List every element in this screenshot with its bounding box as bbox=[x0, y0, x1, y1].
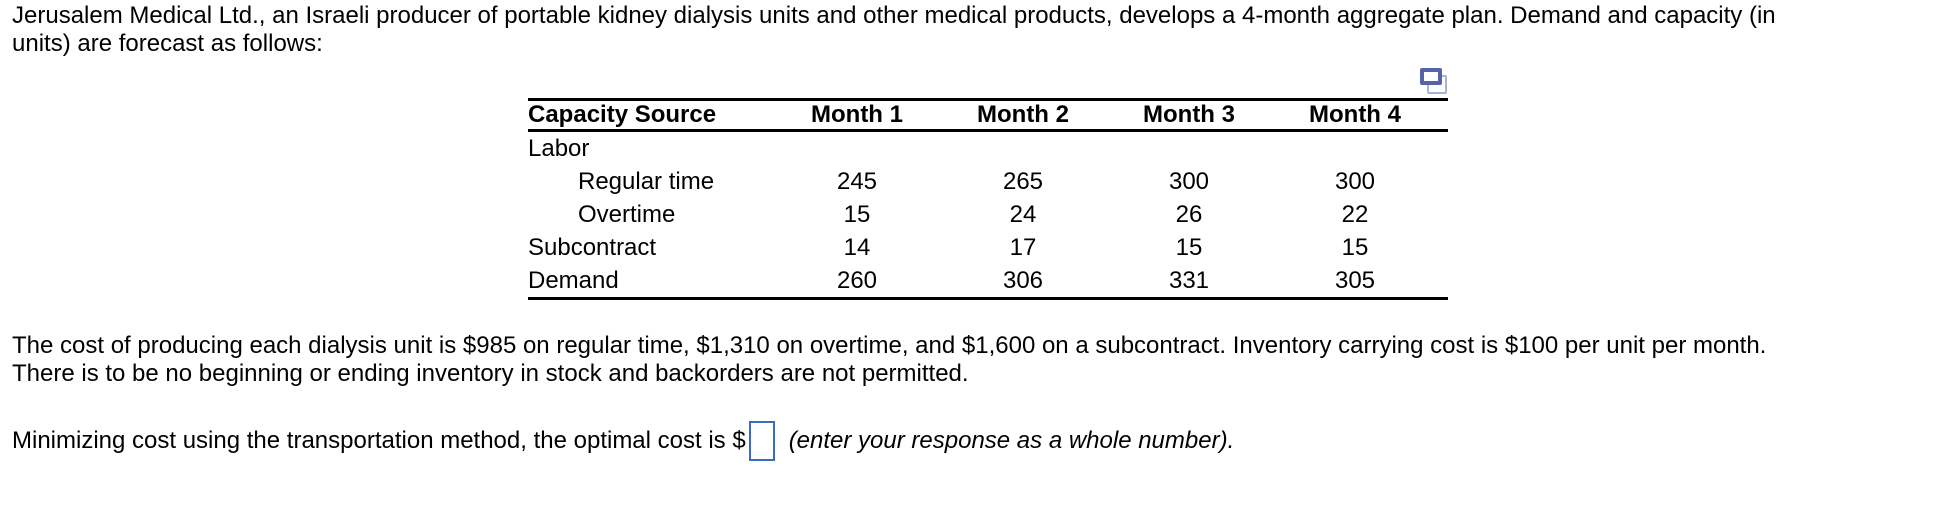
cell-value: 24 bbox=[1009, 200, 1037, 228]
cell-value: 300 bbox=[1168, 167, 1210, 195]
cell-value: 15 bbox=[843, 200, 871, 228]
cell-value: 26 bbox=[1175, 200, 1203, 228]
cost-line-2: There is to be no beginning or ending in… bbox=[12, 360, 969, 387]
copy-table-icon[interactable] bbox=[1419, 66, 1451, 96]
copy-icon-front-inner bbox=[1424, 72, 1438, 81]
cell-value: 15 bbox=[1175, 233, 1203, 261]
row-label: Demand bbox=[528, 266, 619, 294]
answer-line: Minimizing cost using the transportation… bbox=[12, 421, 1234, 461]
copy-icon-front-rect bbox=[1420, 68, 1442, 85]
table-row-regular-time: Regular time 245 265 300 300 bbox=[528, 165, 1448, 198]
intro-line-2: units) are forecast as follows: bbox=[12, 30, 323, 57]
cell-value: 15 bbox=[1341, 233, 1369, 261]
cost-line-1: The cost of producing each dialysis unit… bbox=[12, 332, 1767, 359]
cell-value: 245 bbox=[836, 167, 878, 195]
cell-value: 265 bbox=[1002, 167, 1044, 195]
cell-value: 22 bbox=[1341, 200, 1369, 228]
col-header-month-4: Month 4 bbox=[1309, 101, 1401, 128]
col-header-month-2: Month 2 bbox=[977, 101, 1069, 128]
optimal-cost-input[interactable] bbox=[748, 421, 775, 461]
cost-paragraph: The cost of producing each dialysis unit… bbox=[12, 332, 1766, 388]
cell-value: 306 bbox=[1002, 266, 1044, 294]
answer-prompt: Minimizing cost using the transportation… bbox=[12, 427, 746, 454]
col-header-month-3: Month 3 bbox=[1143, 101, 1235, 128]
table-header-row: Capacity Source Month 1 Month 2 Month 3 … bbox=[528, 101, 1448, 132]
table-row-overtime: Overtime 15 24 26 22 bbox=[528, 198, 1448, 231]
intro-line-1: Jerusalem Medical Ltd., an Israeli produ… bbox=[12, 2, 1776, 29]
table-row-demand: Demand 260 306 331 305 bbox=[528, 264, 1448, 297]
row-label: Subcontract bbox=[528, 233, 657, 261]
cell-value: 300 bbox=[1334, 167, 1376, 195]
capacity-table: Capacity Source Month 1 Month 2 Month 3 … bbox=[528, 98, 1448, 300]
col-header-capacity-source: Capacity Source bbox=[528, 101, 717, 128]
row-label: Regular time bbox=[578, 167, 715, 195]
cell-value: 331 bbox=[1168, 266, 1210, 294]
intro-paragraph: Jerusalem Medical Ltd., an Israeli produ… bbox=[12, 2, 1776, 58]
col-header-month-1: Month 1 bbox=[811, 101, 903, 128]
cell-value: 260 bbox=[836, 266, 878, 294]
answer-suffix: (enter your response as a whole number). bbox=[788, 427, 1235, 454]
row-label: Labor bbox=[528, 134, 590, 162]
cell-value: 305 bbox=[1334, 266, 1376, 294]
table-row-labor: Labor bbox=[528, 132, 1448, 165]
cell-value: 17 bbox=[1009, 233, 1037, 261]
cell-value: 14 bbox=[843, 233, 871, 261]
row-label: Overtime bbox=[578, 200, 676, 228]
table-row-subcontract: Subcontract 14 17 15 15 bbox=[528, 231, 1448, 264]
